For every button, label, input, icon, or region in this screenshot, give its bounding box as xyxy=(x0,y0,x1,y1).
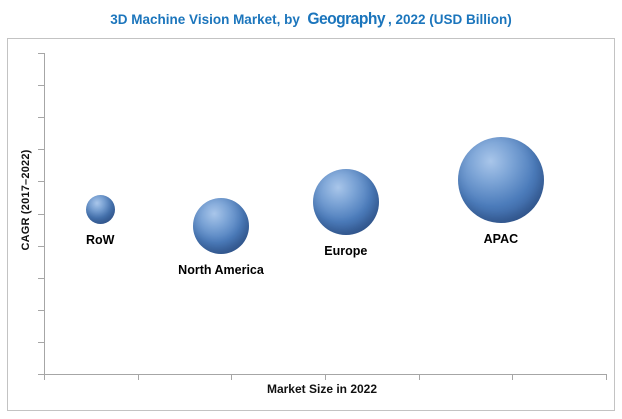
bubble-apac xyxy=(457,137,544,224)
title-part-2: , 2022 (USD Billion) xyxy=(387,12,512,27)
y-axis-line xyxy=(44,53,45,375)
title-part-1: 3D Machine Vision Market, by xyxy=(110,12,304,27)
x-axis-tick xyxy=(44,374,45,380)
bubble-label-north-america: North America xyxy=(178,263,264,278)
y-axis-tick xyxy=(38,245,44,247)
y-axis-tick xyxy=(38,277,44,279)
x-axis-title: Market Size in 2022 xyxy=(266,382,378,396)
x-axis-tick xyxy=(606,374,607,380)
y-axis-tick xyxy=(38,149,44,151)
y-axis-tick xyxy=(38,53,44,54)
bubble-label-apac: APAC xyxy=(483,232,519,247)
bubble-label-row: RoW xyxy=(85,233,115,248)
plot-area-border xyxy=(7,38,615,411)
y-axis-tick xyxy=(38,341,44,343)
y-axis-tick xyxy=(38,85,44,87)
x-axis-tick xyxy=(512,374,514,380)
y-axis-tick xyxy=(38,213,44,215)
y-axis-tick xyxy=(38,309,44,311)
x-axis-tick xyxy=(418,374,420,380)
bubble-europe xyxy=(312,168,379,235)
x-axis-tick xyxy=(137,374,139,380)
y-axis-tick xyxy=(38,117,44,119)
bubble-north-america xyxy=(193,198,250,255)
y-axis-tick xyxy=(38,181,44,183)
x-axis-tick xyxy=(325,374,326,380)
y-axis-tick xyxy=(38,374,44,375)
bubble-label-europe: Europe xyxy=(324,243,368,258)
x-axis-tick xyxy=(231,374,233,380)
title-keyword-geography: Geography xyxy=(306,9,385,28)
chart-title: 3D Machine Vision Market, by Geography, … xyxy=(0,6,622,34)
bubble-row xyxy=(85,195,115,225)
